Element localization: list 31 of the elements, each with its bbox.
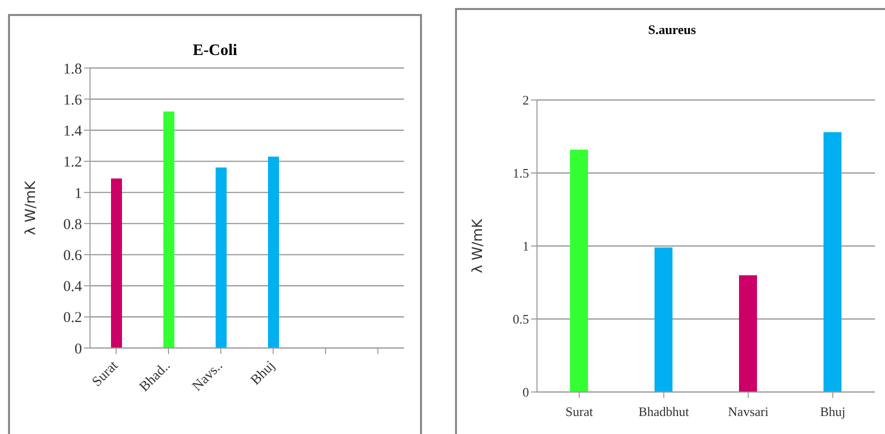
y-tick-label: 2 (522, 92, 529, 108)
bar (163, 112, 174, 348)
bar (570, 150, 588, 392)
bar (824, 132, 842, 392)
y-tick-label: 0.6 (63, 248, 82, 264)
bar (111, 178, 122, 348)
y-tick-label: 0.4 (63, 279, 82, 296)
x-tick-label: Bhuj (820, 404, 846, 419)
chart-title: E-Coli (192, 42, 238, 60)
bar (654, 247, 672, 392)
y-tick-label: 0.2 (63, 310, 82, 326)
y-tick-label: 1 (74, 186, 82, 202)
x-tick-label: Bhadbhut (638, 404, 690, 419)
x-tick-label: Navsari (728, 404, 769, 419)
y-tick-label: 0.8 (63, 216, 82, 233)
y-tick-label: 0 (74, 341, 82, 358)
chart-title: S.aureus (647, 22, 697, 38)
x-tick-label: Surat (566, 404, 594, 419)
y-tick-label: 0.5 (512, 312, 529, 327)
y-tick-label: 1 (522, 238, 529, 254)
y-tick-label: 1.4 (63, 124, 82, 140)
bar (268, 156, 279, 348)
y-tick-label: 1.8 (63, 61, 82, 78)
bar (739, 275, 757, 392)
y-axis-title: λ W/mK (470, 218, 486, 274)
y-tick-label: 1.2 (63, 154, 82, 171)
y-tick-label: 1.6 (63, 92, 82, 108)
y-tick-label: 1.5 (512, 166, 529, 181)
y-tick-label: 0 (522, 384, 529, 400)
y-axis-title: λ W/mK (22, 180, 39, 236)
bar (216, 168, 227, 348)
